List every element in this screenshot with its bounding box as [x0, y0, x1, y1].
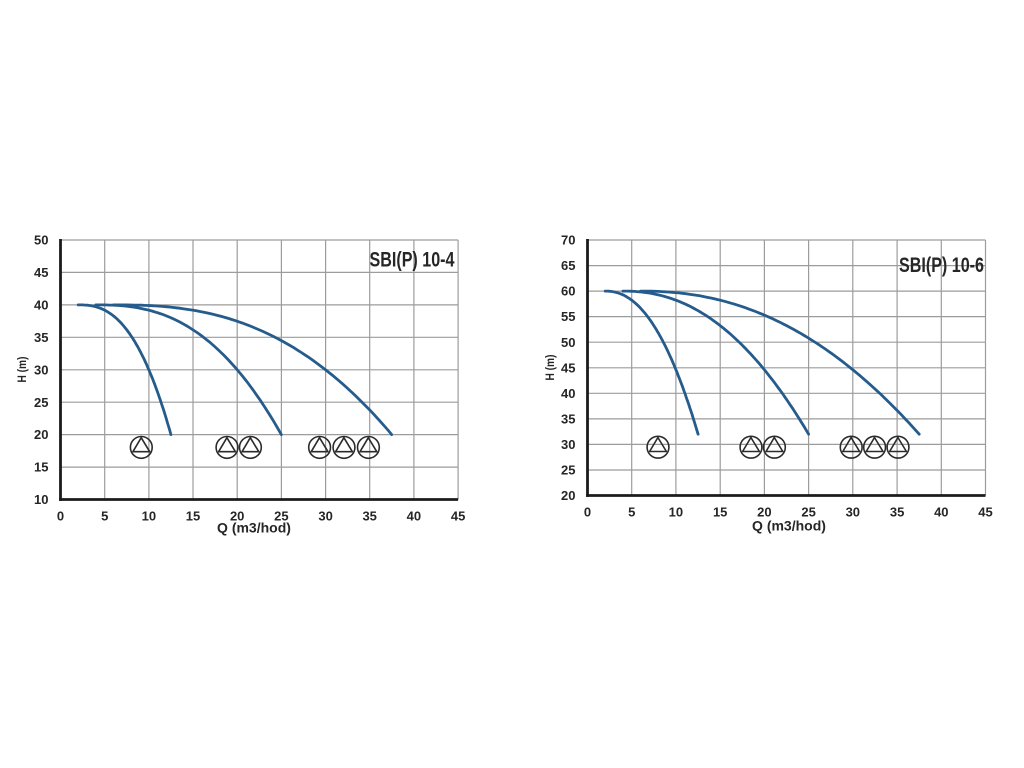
svg-text:55: 55 — [561, 309, 575, 324]
svg-text:40: 40 — [561, 386, 575, 401]
svg-text:30: 30 — [34, 362, 48, 377]
svg-text:60: 60 — [561, 284, 575, 299]
svg-text:15: 15 — [34, 460, 48, 475]
svg-text:35: 35 — [890, 504, 904, 519]
svg-text:45: 45 — [978, 504, 992, 519]
svg-text:15: 15 — [186, 508, 200, 523]
svg-text:20: 20 — [230, 508, 244, 523]
svg-text:40: 40 — [34, 298, 48, 313]
svg-text:15: 15 — [713, 504, 727, 519]
svg-text:35: 35 — [561, 412, 575, 427]
svg-text:30: 30 — [846, 504, 860, 519]
svg-text:45: 45 — [451, 508, 465, 523]
svg-text:10: 10 — [669, 504, 683, 519]
svg-text:35: 35 — [362, 508, 376, 523]
svg-text:25: 25 — [561, 463, 575, 478]
svg-text:45: 45 — [561, 360, 575, 375]
svg-text:0: 0 — [57, 508, 64, 523]
svg-text:25: 25 — [34, 395, 48, 410]
svg-text:SBI(P) 10-4: SBI(P) 10-4 — [370, 249, 455, 272]
svg-text:Q (m3/hod): Q (m3/hod) — [217, 520, 291, 536]
svg-text:0: 0 — [584, 504, 591, 519]
svg-text:45: 45 — [34, 265, 48, 280]
svg-text:25: 25 — [801, 504, 815, 519]
svg-text:5: 5 — [628, 504, 635, 519]
svg-text:H (m): H (m) — [543, 355, 557, 381]
svg-text:20: 20 — [34, 427, 48, 442]
svg-text:30: 30 — [561, 437, 575, 452]
svg-text:H (m): H (m) — [15, 357, 29, 383]
svg-text:5: 5 — [101, 508, 108, 523]
svg-text:40: 40 — [407, 508, 421, 523]
svg-text:10: 10 — [34, 492, 48, 507]
svg-text:Q (m3/hod): Q (m3/hod) — [752, 518, 826, 534]
svg-text:20: 20 — [757, 504, 771, 519]
svg-text:SBI(P) 10-6: SBI(P) 10-6 — [899, 254, 984, 277]
svg-text:35: 35 — [34, 330, 48, 345]
svg-text:50: 50 — [561, 335, 575, 350]
svg-text:10: 10 — [142, 508, 156, 523]
svg-text:50: 50 — [34, 233, 48, 248]
svg-text:40: 40 — [934, 504, 948, 519]
svg-text:30: 30 — [318, 508, 332, 523]
svg-text:25: 25 — [274, 508, 288, 523]
svg-text:65: 65 — [561, 258, 575, 273]
svg-text:70: 70 — [561, 233, 575, 248]
svg-text:20: 20 — [561, 488, 575, 503]
